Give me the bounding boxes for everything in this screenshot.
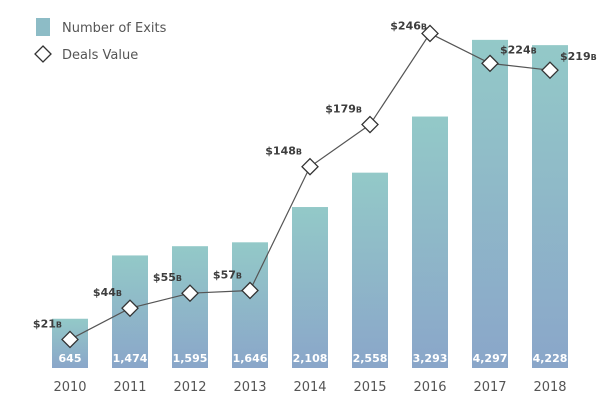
deals-label-2010: $21B [33,317,62,330]
legend-label-deals-value: Deals Value [62,48,138,63]
bar-2018 [532,45,568,368]
legend-marker-deals-value [34,45,52,63]
bar-label-2015: 2,558 [353,352,388,365]
bar-2015 [352,172,388,368]
bar-label-2014: 2,108 [293,352,328,365]
bar-label-2013: 1,646 [233,352,268,365]
deals-marker-2017 [481,54,499,73]
bar-2014 [292,207,328,368]
legend-label-number-of-exits: Number of Exits [62,21,167,36]
bar-2013 [232,242,268,368]
x-tick-2011: 2011 [113,380,146,395]
deals-marker-2015 [361,115,379,134]
deals-label-2012: $55B [153,271,182,284]
x-tick-2018: 2018 [533,380,566,395]
deals-marker-2014 [301,157,319,176]
deals-marker-2013 [241,281,259,300]
x-tick-2016: 2016 [413,380,446,395]
bar-label-2011: 1,474 [113,352,148,365]
deals-label-2015: $179B [325,103,362,116]
x-tick-2017: 2017 [473,380,506,395]
bar-2012 [172,246,208,368]
deals-value-line [61,24,559,349]
deals-marker-2012 [181,284,199,303]
bar-label-2012: 1,595 [173,352,208,365]
legend: Number of Exits Deals Value [34,18,167,63]
deals-label-2016: $246B [390,19,427,32]
x-tick-2015: 2015 [353,380,386,395]
deals-label-2013: $57B [213,268,242,281]
x-tick-2012: 2012 [173,380,206,395]
legend-swatch-number-of-exits [36,18,50,36]
labels: 645 2010 1,474 2011 1,595 2012 1,646 2013 2,108 2… [33,19,597,395]
deals-label-2011: $44B [93,286,122,299]
deals-label-2014: $148B [265,145,302,158]
bar-label-2016: 3,293 [413,352,448,365]
deals-marker-2010 [61,330,79,349]
bar-label-2017: 4,297 [473,352,508,365]
bar-label-2010: 645 [59,352,82,365]
deals-label-2018: $219B [560,50,597,63]
x-tick-2013: 2013 [233,380,266,395]
bars [52,39,568,369]
deals-marker-2011 [121,299,139,318]
bar-2016 [412,116,448,368]
bar-label-2018: 4,228 [533,352,568,365]
x-tick-2014: 2014 [293,380,326,395]
deals-label-2017: $224B [500,43,537,56]
deals-marker-2018 [541,61,559,80]
x-tick-2010: 2010 [53,380,86,395]
deals-marker-2016 [421,24,439,43]
bar-2017 [472,39,508,369]
